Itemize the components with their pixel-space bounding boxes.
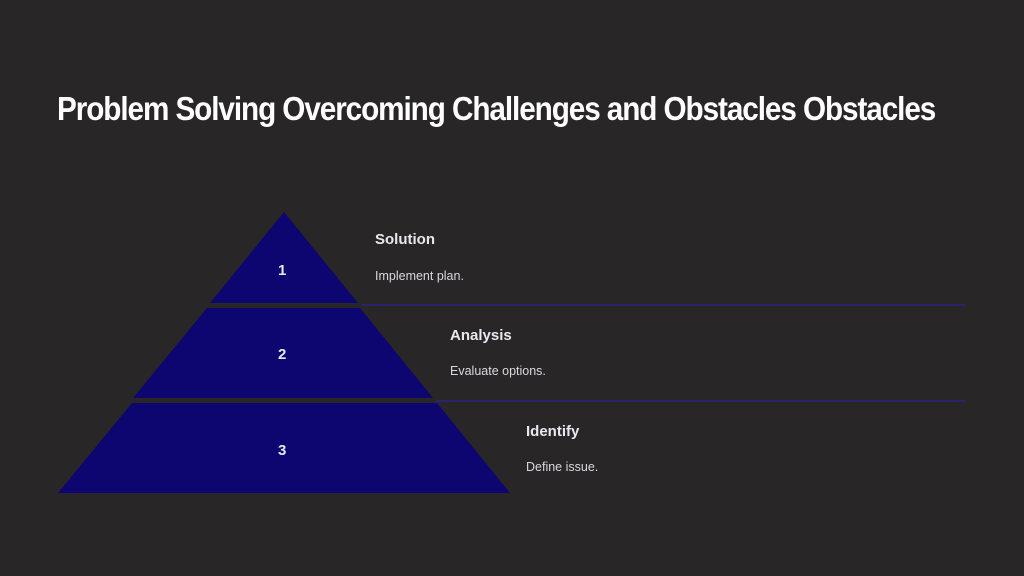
slide-title: Problem Solving Overcoming Challenges an… [57, 90, 936, 127]
pyramid-tier-1 [210, 212, 358, 303]
tier-label-2: Analysis [450, 327, 512, 344]
tier-description-2: Evaluate options. [450, 364, 546, 378]
tier-label-1: Solution [375, 231, 435, 248]
tier-number-3: 3 [278, 442, 287, 459]
tier-description-3: Define issue. [526, 460, 599, 474]
pyramid-tier-2 [133, 308, 433, 398]
tier-label-3: Identify [526, 423, 580, 440]
tier-number-2: 2 [278, 346, 287, 363]
tier-number-1: 1 [278, 262, 287, 279]
tier-description-1: Implement plan. [375, 269, 464, 283]
pyramid-tier-3 [58, 403, 510, 493]
